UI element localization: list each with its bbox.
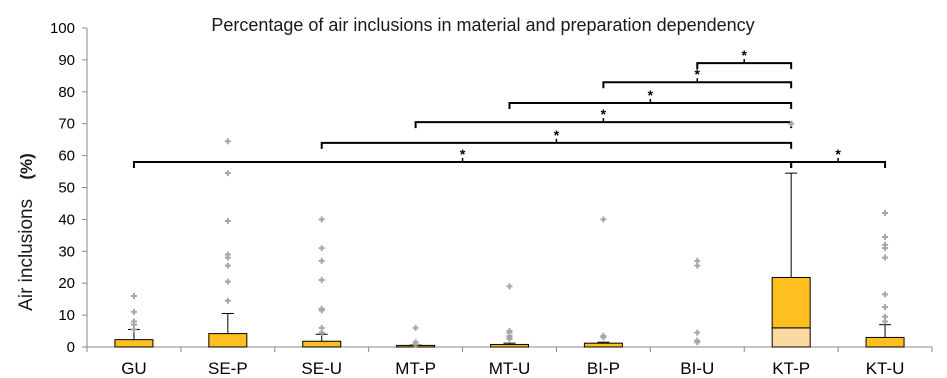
category-label: KT-U xyxy=(866,359,905,378)
category-label: KT-P xyxy=(772,359,810,378)
box-upper-quartile xyxy=(583,342,623,348)
category-label: BI-P xyxy=(587,359,620,378)
outlier-point xyxy=(318,257,325,264)
box-upper-quartile xyxy=(302,340,342,348)
outlier-point xyxy=(882,304,889,311)
box-upper-quartile xyxy=(771,276,811,329)
significance-brackets: * * * * * * * xyxy=(132,47,887,168)
chart-title: Percentage of air inclusions in material… xyxy=(211,15,754,35)
significance-star: * xyxy=(835,146,841,162)
box-upper-quartile xyxy=(865,336,905,348)
outlier-point xyxy=(694,262,701,269)
outlier-point xyxy=(318,245,325,252)
y-tick-label: 0 xyxy=(67,339,75,356)
significance-star: * xyxy=(554,127,560,143)
y-tick-label: 30 xyxy=(58,243,75,260)
outlier-point xyxy=(224,170,231,177)
box-upper-quartile xyxy=(490,343,529,348)
outlier-point xyxy=(224,217,231,224)
outlier-point xyxy=(318,277,325,284)
outlier-point xyxy=(130,308,137,315)
significance-bracket xyxy=(602,81,793,89)
outlier-point xyxy=(694,339,701,346)
box-lower-quartile xyxy=(771,327,811,348)
outlier-point xyxy=(882,233,889,240)
y-tick-label: 90 xyxy=(58,52,75,69)
significance-bracket xyxy=(508,101,793,109)
outlier-point xyxy=(224,138,231,145)
outlier-point xyxy=(882,291,889,298)
box-upper-quartile xyxy=(208,333,248,348)
outlier-point xyxy=(882,254,889,261)
y-tick-label: 80 xyxy=(58,84,75,101)
outlier-point xyxy=(130,326,137,333)
category-label: MT-U xyxy=(489,359,531,378)
category-label: MT-P xyxy=(395,359,436,378)
significance-star: * xyxy=(460,146,466,162)
category-label: SE-P xyxy=(208,359,248,378)
outlier-point xyxy=(318,329,325,336)
significance-star: * xyxy=(695,66,701,82)
box-upper-quartile xyxy=(114,339,154,348)
y-tick-label: 60 xyxy=(58,148,75,165)
category-label: BI-U xyxy=(680,359,714,378)
outlier-point xyxy=(882,318,889,325)
outlier-point xyxy=(882,210,889,217)
significance-bracket xyxy=(790,160,887,168)
y-tick-label: 20 xyxy=(58,275,75,292)
axes: 0 10 20 30 40 50 60 70 80 90 100 GU SE-P SE-U MT-P MT-U… xyxy=(50,20,933,378)
outlier-point xyxy=(318,307,325,314)
outlier-point xyxy=(224,278,231,285)
significance-star: * xyxy=(601,106,607,122)
outliers xyxy=(130,120,889,348)
outlier-point xyxy=(694,329,701,336)
outlier-point xyxy=(600,216,607,223)
outlier-point xyxy=(600,334,607,341)
significance-star: * xyxy=(648,87,654,103)
y-tick-label: 70 xyxy=(58,116,75,133)
outlier-point xyxy=(788,120,795,127)
significance-bracket xyxy=(132,160,793,168)
significance-bracket xyxy=(414,121,793,129)
outlier-point xyxy=(224,262,231,269)
outlier-point xyxy=(412,324,419,331)
y-tick-label: 10 xyxy=(58,307,75,324)
y-axis-label: Air inclusions (%) xyxy=(16,153,37,311)
outlier-point xyxy=(224,297,231,304)
category-label: SE-U xyxy=(301,359,342,378)
y-tick-label: 50 xyxy=(58,180,75,197)
boxes xyxy=(114,172,905,348)
outlier-point xyxy=(506,336,513,343)
significance-bracket xyxy=(696,62,793,70)
category-label: GU xyxy=(121,359,147,378)
y-axis-unit: (%) xyxy=(17,153,36,179)
outlier-point xyxy=(882,245,889,252)
significance-bracket xyxy=(320,141,793,149)
outlier-point xyxy=(130,292,137,299)
y-tick-label: 40 xyxy=(58,211,75,228)
outlier-point xyxy=(506,283,513,290)
y-tick-label: 100 xyxy=(50,20,75,37)
outlier-point xyxy=(318,216,325,223)
significance-star: * xyxy=(741,47,747,63)
y-axis-label-text: Air inclusions xyxy=(16,199,37,311)
outlier-point xyxy=(224,254,231,261)
outlier-point xyxy=(412,341,419,348)
